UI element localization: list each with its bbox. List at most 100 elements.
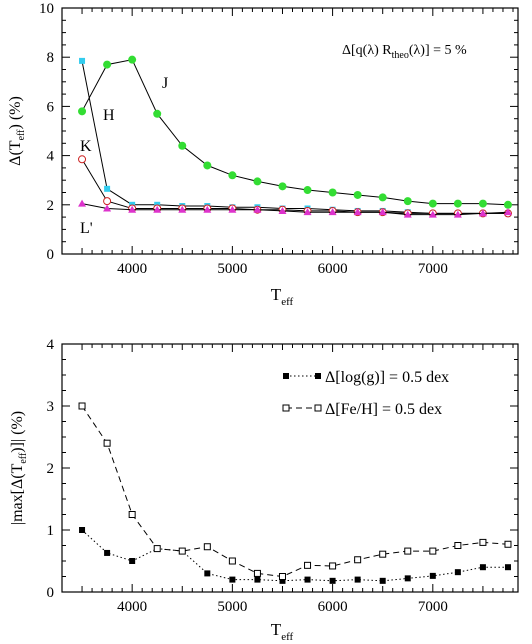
data-point-fe-h-0-5-dex <box>78 402 86 410</box>
data-point-fe-h-0-5-dex <box>504 540 512 548</box>
data-point-log-g-0-5-dex <box>479 564 486 571</box>
top-x-tick-label: 4000 <box>117 261 147 277</box>
data-point-fe-h-0-5-dex <box>128 511 136 518</box>
top-x-tick-label: 7000 <box>418 261 448 277</box>
data-point-fe-h-0-5-dex <box>153 545 161 553</box>
data-point-fe-h-0-5-dex <box>304 561 312 569</box>
data-point-l <box>403 210 412 218</box>
bottom-plot-frame <box>61 343 519 593</box>
panel-bottom: 4000 5000 6000 7000 0 1 2 3 4 Δ[log(g)] = 0.5 de… <box>9 337 519 643</box>
series-line-h <box>81 60 508 214</box>
top-x-axis-label: Teff <box>271 285 294 308</box>
data-point-log-g-0-5-dex <box>229 576 236 583</box>
data-point-log-g-0-5-dex <box>329 577 336 584</box>
series-label-l: L' <box>80 220 93 237</box>
top-y-tick-label: 8 <box>47 50 55 66</box>
top-y-tick-label: 2 <box>47 198 55 214</box>
data-point-log-g-0-5-dex <box>129 558 136 564</box>
data-point-fe-h-0-5-dex <box>103 439 111 447</box>
series-line-fe-h-0-5-dex <box>81 405 509 578</box>
data-point-l <box>503 208 512 216</box>
data-point-j <box>253 177 262 186</box>
data-point-log-g-0-5-dex <box>254 576 261 583</box>
top-ticks: 4000 5000 6000 7000 0 2 4 6 8 10 <box>39 1 518 277</box>
bottom-y-tick-label: 1 <box>47 523 55 539</box>
data-point-j <box>178 141 187 150</box>
data-point-j <box>353 190 362 199</box>
data-point-fe-h-0-5-dex <box>429 547 437 555</box>
data-point-log-g-0-5-dex <box>404 575 411 582</box>
top-y-tick-label: 10 <box>39 1 54 17</box>
top-y-axis-label: Δ(Teff) (%) <box>7 96 27 166</box>
data-point-j <box>78 107 87 116</box>
data-point-l <box>228 205 237 213</box>
data-point-fe-h-0-5-dex <box>178 547 186 555</box>
bottom-x-axis-label: Teff <box>271 620 294 643</box>
top-series <box>78 55 512 218</box>
data-point-l <box>453 210 462 218</box>
data-point-j <box>303 186 312 195</box>
data-point-k <box>78 155 87 164</box>
data-point-log-g-0-5-dex <box>79 527 86 533</box>
data-point-log-g-0-5-dex <box>379 577 386 584</box>
bottom-x-tick-label: 4000 <box>117 599 147 615</box>
data-point-l <box>478 209 487 217</box>
bottom-y-tick-label: 4 <box>47 337 55 353</box>
data-point-l <box>78 199 87 207</box>
data-point-j <box>428 199 437 208</box>
data-point-j <box>478 199 487 208</box>
data-point-l <box>103 204 112 212</box>
data-point-fe-h-0-5-dex <box>329 562 337 570</box>
data-point-j <box>328 188 337 197</box>
legend-label-feh: Δ[Fe/H] = 0.5 dex <box>325 401 442 418</box>
data-point-l <box>278 206 287 214</box>
top-y-tick-label: 4 <box>47 149 55 165</box>
data-point-l <box>353 208 362 216</box>
series-label-j: J <box>162 75 168 92</box>
data-point-l <box>178 205 187 213</box>
legend-marker-logg <box>283 373 289 379</box>
data-point-j <box>153 109 162 118</box>
bottom-x-tick-label: 6000 <box>318 599 348 615</box>
data-point-l <box>253 205 262 213</box>
data-point-fe-h-0-5-dex <box>454 542 462 549</box>
data-point-log-g-0-5-dex <box>354 576 361 583</box>
series-line-j <box>81 59 509 206</box>
series-label-h: H <box>103 107 115 124</box>
data-point-h <box>104 185 111 192</box>
data-point-l <box>153 205 162 213</box>
data-point-l <box>128 205 137 213</box>
series-line-l <box>81 203 509 216</box>
series-line-k <box>81 159 508 214</box>
data-point-j <box>453 199 462 208</box>
data-point-log-g-0-5-dex <box>204 570 211 577</box>
data-point-log-g-0-5-dex <box>429 572 436 579</box>
data-point-log-g-0-5-dex <box>104 549 111 556</box>
data-point-fe-h-0-5-dex <box>228 557 236 565</box>
data-point-fe-h-0-5-dex <box>379 550 387 558</box>
data-point-j <box>278 182 287 191</box>
bottom-y-tick-label: 0 <box>47 585 55 601</box>
data-point-fe-h-0-5-dex <box>203 543 211 551</box>
data-point-l <box>428 210 437 218</box>
bottom-ticks: 4000 5000 6000 7000 0 1 2 3 4 <box>47 337 518 615</box>
data-point-fe-h-0-5-dex <box>404 547 412 555</box>
bottom-y-tick-label: 3 <box>47 399 55 415</box>
legend-marker-feh <box>282 404 290 412</box>
top-x-tick-label: 6000 <box>318 261 348 277</box>
data-point-log-g-0-5-dex <box>304 576 311 583</box>
legend-marker-feh <box>314 404 322 412</box>
data-point-log-g-0-5-dex <box>279 577 286 584</box>
top-y-tick-label: 0 <box>47 247 55 263</box>
data-point-j <box>203 161 212 170</box>
data-point-j <box>103 60 112 69</box>
series-line-log-g-0-5-dex <box>81 529 508 582</box>
data-point-j <box>378 193 387 202</box>
data-point-l <box>328 208 337 216</box>
data-point-log-g-0-5-dex <box>454 569 461 576</box>
data-point-fe-h-0-5-dex <box>354 556 362 564</box>
legend: Δ[log(g)] = 0.5 dex Δ[Fe/H] = 0.5 dex <box>282 369 449 418</box>
panel-top: 4000 5000 6000 7000 0 2 4 6 8 10 Δ[q(λ) Rtheo(λ)]… <box>7 1 519 308</box>
data-point-j <box>228 171 237 180</box>
data-point-l <box>378 208 387 216</box>
